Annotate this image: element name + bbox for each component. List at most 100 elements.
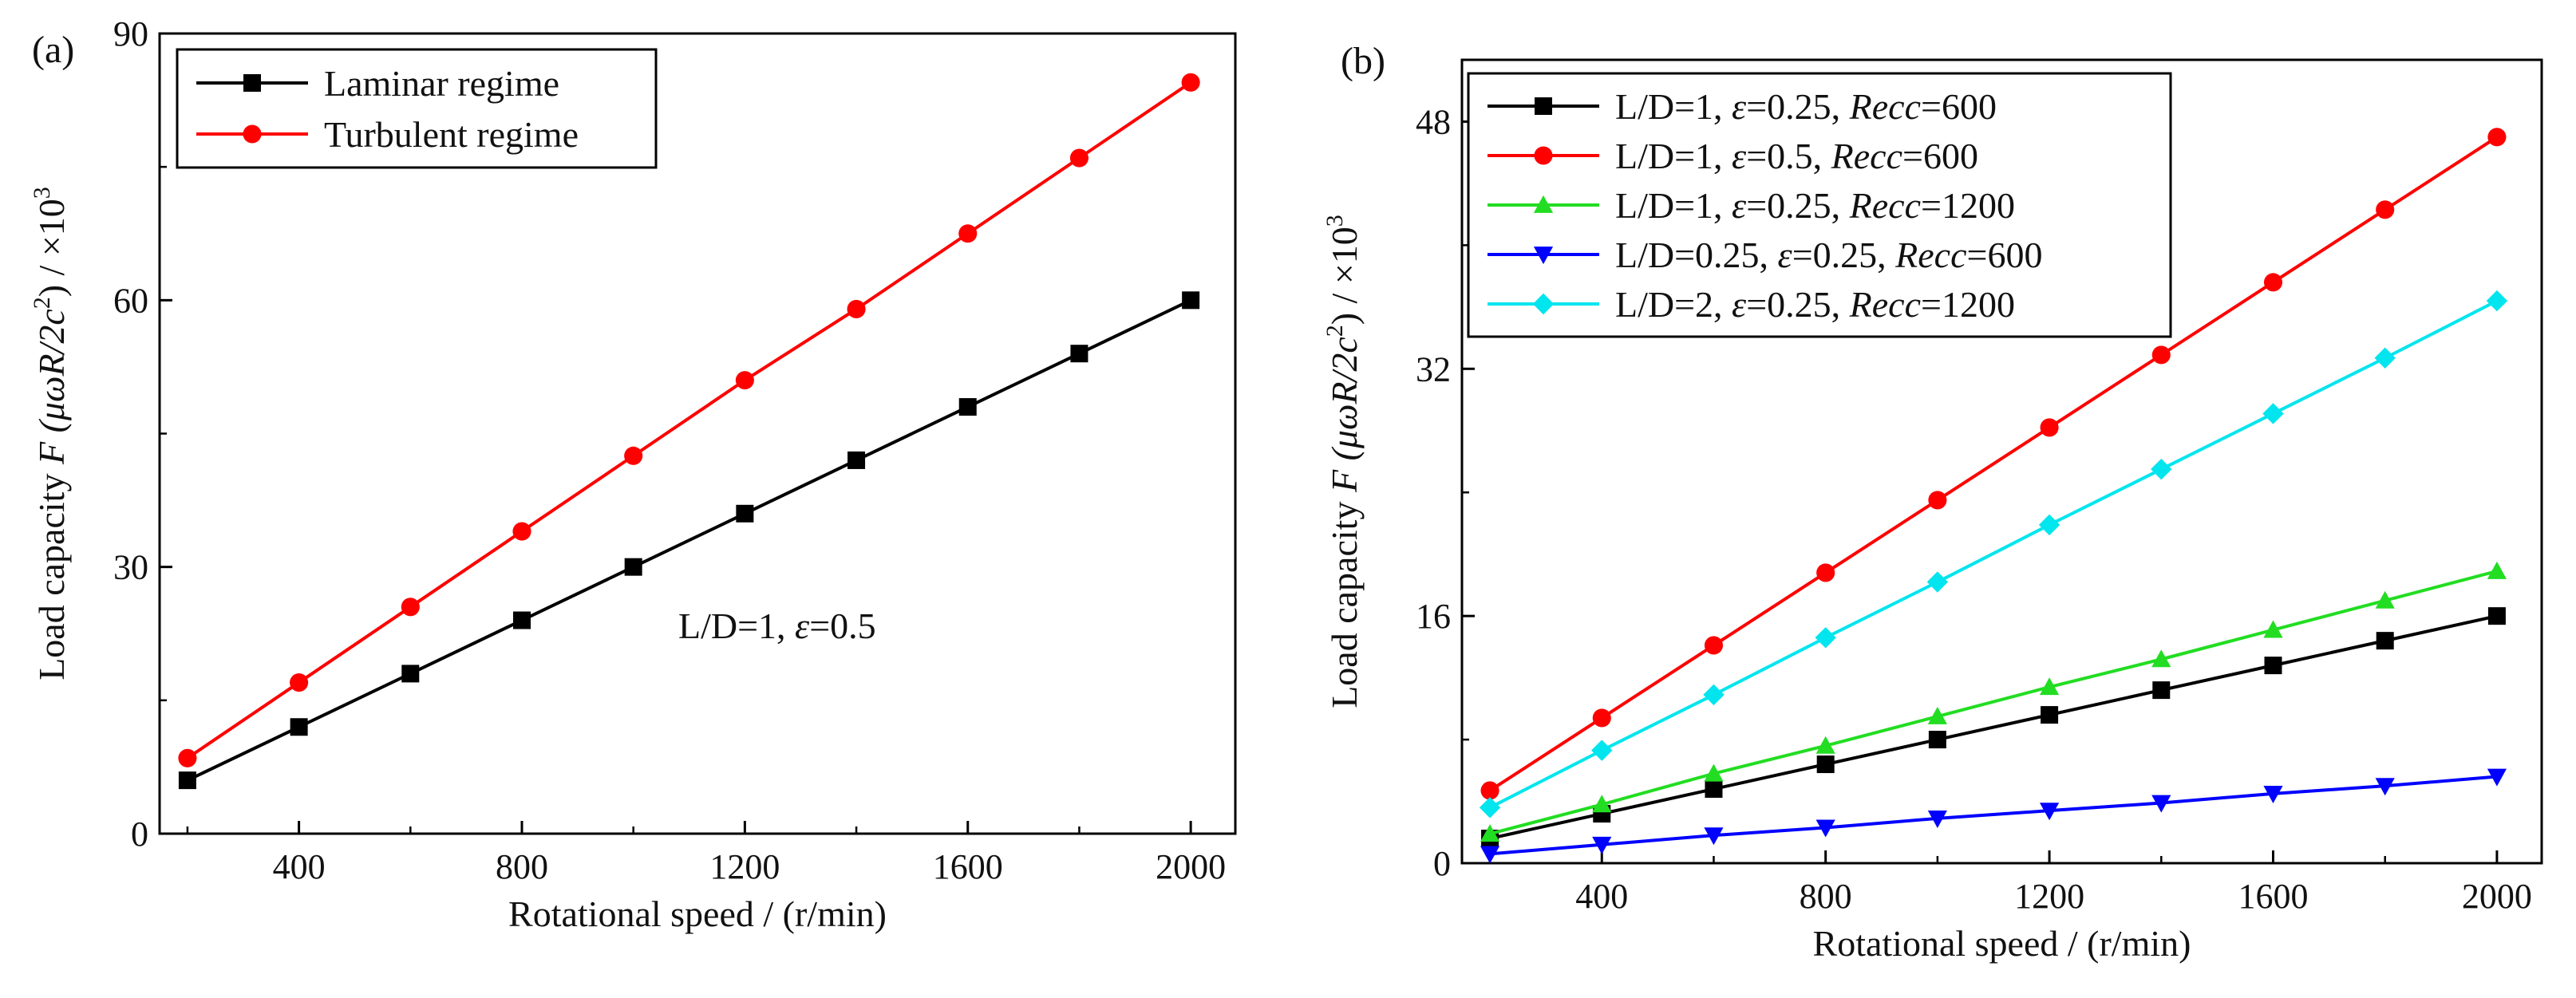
data-point [2375,778,2395,796]
legend-eps-val: =0.25, [1746,86,1849,127]
y-title-symbol: F [31,441,72,465]
y-title-formula-exp: 2 [29,297,55,309]
legend-entry: L/D=1, ε=0.5, Recc=600 [1615,136,1978,176]
series-line [186,81,1192,759]
legend-eps: ε [1732,185,1747,226]
data-point [2376,632,2394,650]
annotation-suffix: =0.5 [809,606,875,646]
annotation: L/D=1, ε=0.5 [678,606,876,646]
data-point [735,371,754,390]
y-axis-title: Load capacity F (μωR/2c2) / ×103 [1322,215,1365,708]
data-point [2041,706,2059,724]
x-tick-label: 400 [1575,877,1628,916]
y-title-unit: / ×10 [31,199,72,285]
series-1 [178,73,1200,767]
legend-re-val: =1200 [1921,185,2015,226]
x-tick-label: 400 [273,847,326,886]
y-title-unit: / ×10 [1324,227,1365,313]
legend-ld: L/D=1, [1615,136,1732,176]
legend-re: Recc [1894,235,1966,275]
data-point [178,771,196,790]
legend-swatch-marker [1533,195,1554,213]
data-point [1704,636,1724,655]
data-point [1928,491,1947,510]
series-1 [1480,128,2507,800]
data-point [2263,273,2283,292]
data-point [1480,846,1500,864]
data-point [1927,810,1947,828]
legend-eps: ε [1732,136,1747,176]
legend-eps-val: =0.25, [1746,284,1849,325]
legend-swatch-marker [243,124,262,144]
data-point [2487,128,2507,147]
data-point [1070,345,1088,363]
data-point [2486,290,2508,312]
data-point [1926,571,1949,593]
panel-label: (a) [32,29,74,71]
data-point [2040,418,2059,437]
x-tick-label: 1200 [709,847,780,886]
data-point [2375,590,2395,609]
data-point [2487,607,2506,625]
y-title-unit-exp: 3 [29,187,55,199]
legend-eps-val: =0.25, [1746,185,1849,226]
legend-re: Recc [1849,86,1921,127]
series-2 [1480,561,2507,842]
legend-re-val: =600 [1921,86,1997,127]
data-point [1479,797,1501,819]
data-point [1181,73,1200,92]
legend-swatch-marker [1533,247,1554,265]
y-axis-title: Load capacity F (μωR/2c2) / ×103 [29,187,72,680]
series-0 [1481,607,2506,848]
data-point [958,398,977,416]
data-point [1591,740,1613,761]
legend-entry: L/D=0.25, ε=0.25, Recc=600 [1615,235,2042,275]
legend-ld: L/D=1, [1615,185,1732,226]
panel-label: (b) [1341,40,1385,82]
data-point [290,673,309,692]
y-tick-label: 30 [113,548,148,587]
legend-re-val: =600 [1902,136,1978,176]
y-tick-label: 32 [1416,349,1451,389]
series-line [1488,136,2499,792]
x-tick-label: 1600 [933,847,1003,886]
y-title-prefix: Load capacity [1324,492,1365,708]
data-point [512,611,531,629]
legend-box [176,48,658,169]
data-point [2039,677,2060,696]
data-point [2151,795,2171,813]
data-point [1815,819,1835,838]
series-3 [1480,768,2507,864]
plot-frame [1460,58,2543,865]
series-line [1489,614,2498,840]
series-4 [1479,290,2508,819]
data-point [1815,736,1835,754]
data-point [847,451,866,469]
data-point [2151,345,2171,365]
legend-entry: L/D=2, ε=0.25, Recc=1200 [1615,284,2015,325]
legend-re: Recc [1831,136,1902,176]
y-tick-label: 16 [1416,597,1451,636]
series-line [1489,570,2498,836]
legend-swatch-marker [1532,293,1555,315]
y-tick-label: 0 [1433,844,1451,883]
y-title-formula: (μωR/2c [31,309,72,442]
legend-re-val: =1200 [1921,284,2015,325]
data-point [401,665,420,683]
y-title-symbol: F [1324,469,1365,493]
data-point [2263,620,2283,638]
chart-panel-a: 400 800 1200 1600 2000 0 30 60 90 Rotational spee… [29,14,1237,934]
x-tick-label: 2000 [2462,877,2532,916]
y-title-formula-exp: 2 [1322,325,1348,337]
data-point [958,224,978,243]
y-title-prefix: Load capacity [31,464,72,680]
legend-re: Recc [1849,284,1921,325]
data-point [1816,563,1835,582]
data-point [290,718,308,736]
data-point [1592,836,1612,854]
legend-eps: ε [1732,284,1747,325]
legend-re: Recc [1849,185,1921,226]
x-tick-label: 1600 [2238,877,2309,916]
